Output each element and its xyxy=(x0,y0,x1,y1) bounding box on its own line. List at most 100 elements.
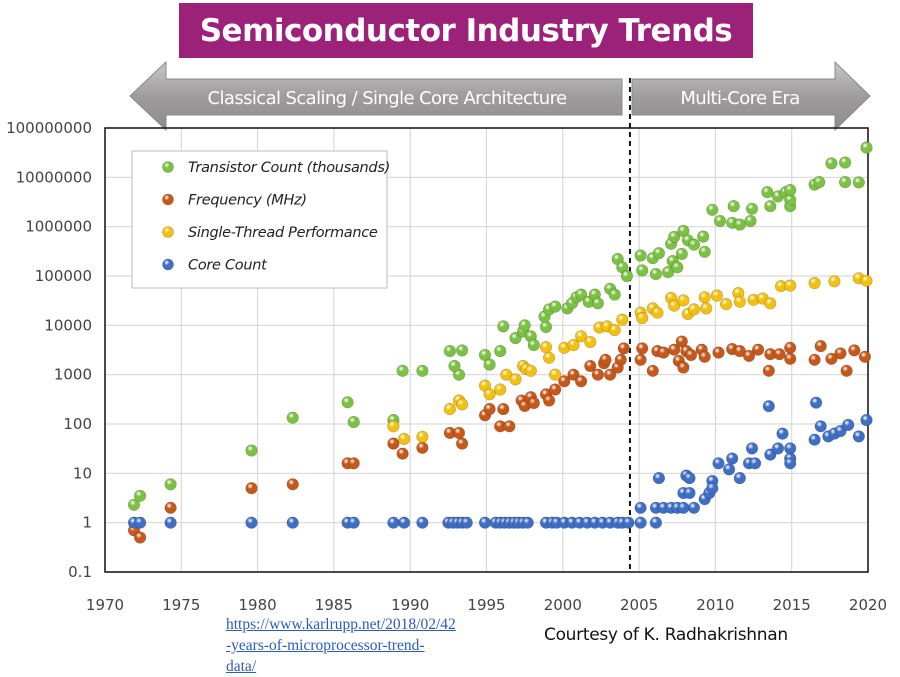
source-link-line2[interactable]: -years-of-microprocessor-trend-data/ xyxy=(226,637,425,675)
data-point xyxy=(448,359,461,373)
data-point xyxy=(558,375,571,388)
data-point xyxy=(443,345,457,358)
x-axis-ticks: 1970 1975 1980 1985 1990 1995 2000 2005 2010 2015… xyxy=(86,596,887,614)
data-point xyxy=(751,343,765,356)
data-point xyxy=(784,457,797,470)
data-point xyxy=(591,297,605,310)
data-point xyxy=(852,430,865,443)
data-points xyxy=(127,141,873,544)
data-point xyxy=(500,368,513,381)
data-point xyxy=(549,300,562,313)
data-point xyxy=(164,516,177,529)
x-tick-label: 1980 xyxy=(239,596,277,614)
data-point xyxy=(687,303,701,316)
data-point xyxy=(668,230,681,243)
data-point xyxy=(808,276,821,290)
data-point xyxy=(762,400,775,413)
source-link-line1[interactable]: https://www.karlrupp.net/2018/02/42 xyxy=(226,616,456,633)
data-point xyxy=(858,350,872,363)
data-point xyxy=(652,247,666,260)
data-point xyxy=(518,319,531,332)
data-point xyxy=(712,457,725,470)
data-point xyxy=(761,186,774,199)
data-point xyxy=(396,364,409,377)
data-point xyxy=(347,457,360,470)
data-point xyxy=(456,398,469,411)
legend-label: Transistor Count (thousands) xyxy=(188,160,390,176)
data-point xyxy=(456,437,469,450)
data-point xyxy=(706,203,719,216)
data-point xyxy=(825,157,838,170)
data-point xyxy=(745,442,759,455)
data-point xyxy=(646,364,659,377)
data-point xyxy=(771,442,785,455)
data-point xyxy=(387,437,400,450)
data-point xyxy=(710,289,724,302)
data-point xyxy=(636,312,649,325)
data-point xyxy=(722,463,736,476)
credit-text: Courtesy of K. Radhakrishnan xyxy=(544,625,788,645)
data-point xyxy=(687,238,701,251)
data-point xyxy=(684,348,698,362)
era-arrow-left: Classical Scaling / Single Core Architec… xyxy=(129,60,623,132)
data-point xyxy=(634,353,647,366)
data-point xyxy=(539,320,553,334)
data-point xyxy=(245,482,258,495)
data-point xyxy=(574,288,588,301)
data-point xyxy=(494,383,507,396)
data-point xyxy=(574,330,588,343)
data-point xyxy=(848,344,861,357)
source-link[interactable]: https://www.karlrupp.net/2018/02/42 -yea… xyxy=(226,614,456,677)
data-point xyxy=(677,294,690,307)
data-point xyxy=(834,347,847,360)
data-point xyxy=(661,266,675,279)
data-point xyxy=(784,184,797,197)
data-point xyxy=(838,156,852,169)
legend-label: Frequency (MHz) xyxy=(188,193,307,209)
y-tick-label: 1000000 xyxy=(25,218,92,236)
data-point xyxy=(652,472,666,485)
data-point xyxy=(852,176,865,189)
data-point xyxy=(245,516,258,529)
data-point xyxy=(497,403,510,416)
data-point xyxy=(842,418,855,432)
data-point xyxy=(675,247,688,260)
data-point xyxy=(503,420,516,433)
data-point xyxy=(494,345,507,358)
data-point xyxy=(134,516,147,529)
data-point xyxy=(387,420,400,433)
data-point xyxy=(698,350,711,363)
y-tick-label: 10 xyxy=(73,464,92,482)
era-label-multicore: Multi-Core Era xyxy=(680,88,799,109)
data-point xyxy=(134,489,147,502)
data-point xyxy=(608,324,621,337)
x-tick-label: 1995 xyxy=(467,596,505,614)
data-point xyxy=(784,352,797,365)
data-point xyxy=(616,313,629,326)
legend: Transistor Count (thousands) Frequency (M… xyxy=(131,150,390,289)
data-point xyxy=(776,427,789,440)
data-point xyxy=(814,420,827,433)
legend-marker xyxy=(162,193,174,206)
data-point xyxy=(813,176,826,189)
y-tick-label: 100000 xyxy=(35,267,92,285)
data-point xyxy=(634,501,647,514)
y-tick-label: 100 xyxy=(63,415,92,433)
data-point xyxy=(608,288,621,301)
data-point xyxy=(603,368,617,381)
data-point xyxy=(809,396,823,409)
data-point xyxy=(567,338,580,352)
x-tick-label: 1970 xyxy=(86,596,124,614)
data-point xyxy=(860,274,873,287)
data-point xyxy=(634,249,647,262)
y-tick-label: 1 xyxy=(82,514,92,532)
data-point xyxy=(574,375,588,388)
data-point xyxy=(387,516,400,529)
data-point xyxy=(733,295,746,308)
x-tick-label: 2020 xyxy=(849,596,887,614)
data-point xyxy=(398,432,411,446)
data-point xyxy=(245,444,258,457)
era-arrow-right: Multi-Core Era xyxy=(631,60,871,132)
data-point xyxy=(443,403,457,416)
data-point xyxy=(396,447,409,460)
